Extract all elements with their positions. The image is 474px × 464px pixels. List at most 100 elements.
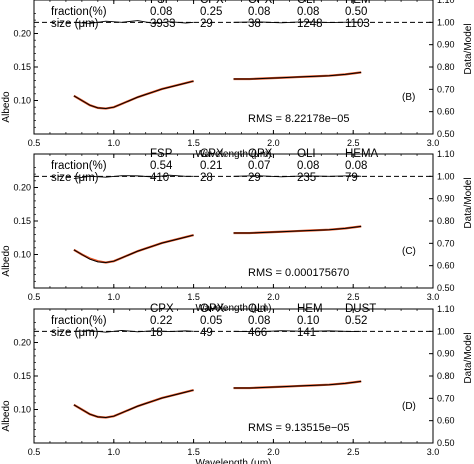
fraction-value: 0.08 <box>297 6 319 18</box>
y-right-tick-label: 0.90 <box>437 349 455 359</box>
component-name: OLI <box>297 0 316 6</box>
fraction-value: 0.25 <box>200 6 222 18</box>
size-row-label: size (μm) <box>51 172 99 184</box>
x-tick-label: 0.5 <box>28 138 41 148</box>
component-name: OPX <box>200 303 225 315</box>
rms-label: RMS = 9.13515e−05 <box>248 422 350 434</box>
component-name: OPX <box>248 148 273 160</box>
fraction-value: 0.08 <box>345 160 367 172</box>
size-value: 3933 <box>150 18 176 30</box>
size-value: 466 <box>248 327 267 339</box>
x-tick-label: 2.0 <box>267 292 280 302</box>
panel-label: (B) <box>402 92 415 103</box>
fraction-row-label: fraction(%) <box>51 315 107 327</box>
data-line <box>73 389 194 419</box>
y-right-tick-label: 0.70 <box>437 393 455 403</box>
y-tick-label: 0.20 <box>13 338 31 348</box>
fraction-row-label: fraction(%) <box>51 6 107 18</box>
ratio-line <box>73 20 194 24</box>
fraction-value: 0.22 <box>150 315 172 327</box>
y-tick-label: 0.10 <box>13 250 31 260</box>
fraction-value: 0.07 <box>248 160 270 172</box>
component-name: FSP <box>150 148 173 160</box>
size-value: 79 <box>345 172 358 184</box>
fraction-value: 0.21 <box>200 160 222 172</box>
x-tick-label: 2.5 <box>347 292 360 302</box>
size-value: 29 <box>248 172 261 184</box>
fraction-value: 0.52 <box>345 315 367 327</box>
size-row-label: size (μm) <box>51 327 99 339</box>
x-tick-label: 3.0 <box>427 138 440 148</box>
x-tick-label: 1.0 <box>108 138 121 148</box>
y-axis-label: Albedo <box>1 91 12 123</box>
y-tick-label: 0.10 <box>13 405 31 415</box>
y-right-tick-label: 0.70 <box>437 238 455 248</box>
y-tick-label: 0.15 <box>13 62 31 72</box>
x-tick-label: 1.0 <box>108 447 121 457</box>
component-name: DUST <box>345 303 376 315</box>
panel-2: 0.5 1.0 1.5 2.0 2.5 3.0 0.10 0.15 0.20 0.50 0.60 0.… <box>1 148 474 314</box>
y-right-tick-label: 0.50 <box>437 283 455 293</box>
fraction-value: 0.08 <box>150 6 172 18</box>
panel-1: 0.5 1.0 1.5 2.0 2.5 3.0 0.10 0.15 0.20 0.50 0.60 0.… <box>1 0 474 160</box>
y-right-tick-label: 0.50 <box>437 129 455 139</box>
y-right-tick-label: 1.00 <box>437 171 455 181</box>
fraction-row-label: fraction(%) <box>51 160 107 172</box>
rms-label: RMS = 0.000175670 <box>248 267 349 279</box>
component-name: CPX <box>200 0 224 6</box>
y-axis-label: Albedo <box>1 400 12 432</box>
data-line <box>233 380 362 389</box>
size-value: 1103 <box>345 18 370 30</box>
x-tick-label: 0.5 <box>28 447 41 457</box>
y-right-axis-label: Data/Model <box>463 177 474 228</box>
fraction-value: 0.08 <box>248 315 270 327</box>
panel-3: 0.5 1.0 1.5 2.0 2.5 3.0 0.10 0.15 0.20 0.50 0.60 0.… <box>1 303 474 464</box>
x-tick-label: 1.5 <box>187 447 200 457</box>
y-right-tick-label: 0.90 <box>437 194 455 204</box>
y-right-tick-label: 0.80 <box>437 216 455 226</box>
y-tick-label: 0.10 <box>13 96 31 106</box>
component-name: OLI <box>297 148 316 160</box>
data-line <box>233 225 362 234</box>
data-line <box>233 71 362 80</box>
y-right-tick-label: 0.80 <box>437 371 455 381</box>
component-name: HEM <box>345 0 371 6</box>
y-tick-label: 0.15 <box>13 216 31 226</box>
y-right-tick-label: 0.50 <box>437 438 455 448</box>
y-tick-label: 0.20 <box>13 183 31 193</box>
data-line <box>73 80 194 110</box>
size-value: 235 <box>297 172 316 184</box>
fraction-value: 0.54 <box>150 160 173 172</box>
y-right-tick-label: 0.60 <box>437 416 455 426</box>
size-value: 49 <box>200 327 213 339</box>
component-name: OPX <box>248 0 273 6</box>
y-right-tick-label: 0.60 <box>437 107 455 117</box>
panel-label: (D) <box>402 401 416 412</box>
y-right-tick-label: 0.80 <box>437 62 455 72</box>
y-right-axis-label: Data/Model <box>463 332 474 383</box>
model-line <box>233 380 362 390</box>
y-axis-label: Albedo <box>1 245 12 277</box>
ratio-line <box>233 330 362 333</box>
component-name: FSP <box>150 0 173 6</box>
x-tick-label: 3.0 <box>427 292 440 302</box>
size-value: 29 <box>200 18 213 30</box>
y-right-tick-label: 1.00 <box>437 326 455 336</box>
fraction-value: 0.10 <box>297 315 319 327</box>
component-name: CPX <box>200 148 224 160</box>
y-right-tick-label: 0.90 <box>437 40 455 50</box>
ratio-line <box>73 174 194 180</box>
x-axis-label: Wavelength (μm) <box>196 458 272 464</box>
data-line <box>73 234 194 264</box>
y-tick-label: 0.20 <box>13 29 31 39</box>
model-line <box>233 225 362 235</box>
rms-label: RMS = 8.22178e−05 <box>248 113 350 125</box>
y-right-axis-label: Data/Model <box>463 23 474 74</box>
y-tick-label: 0.15 <box>13 371 31 381</box>
size-value: 18 <box>150 327 163 339</box>
fraction-value: 0.08 <box>297 160 319 172</box>
panel-label: (C) <box>402 246 416 257</box>
ratio-line <box>233 21 362 24</box>
x-tick-label: 1.5 <box>187 138 200 148</box>
